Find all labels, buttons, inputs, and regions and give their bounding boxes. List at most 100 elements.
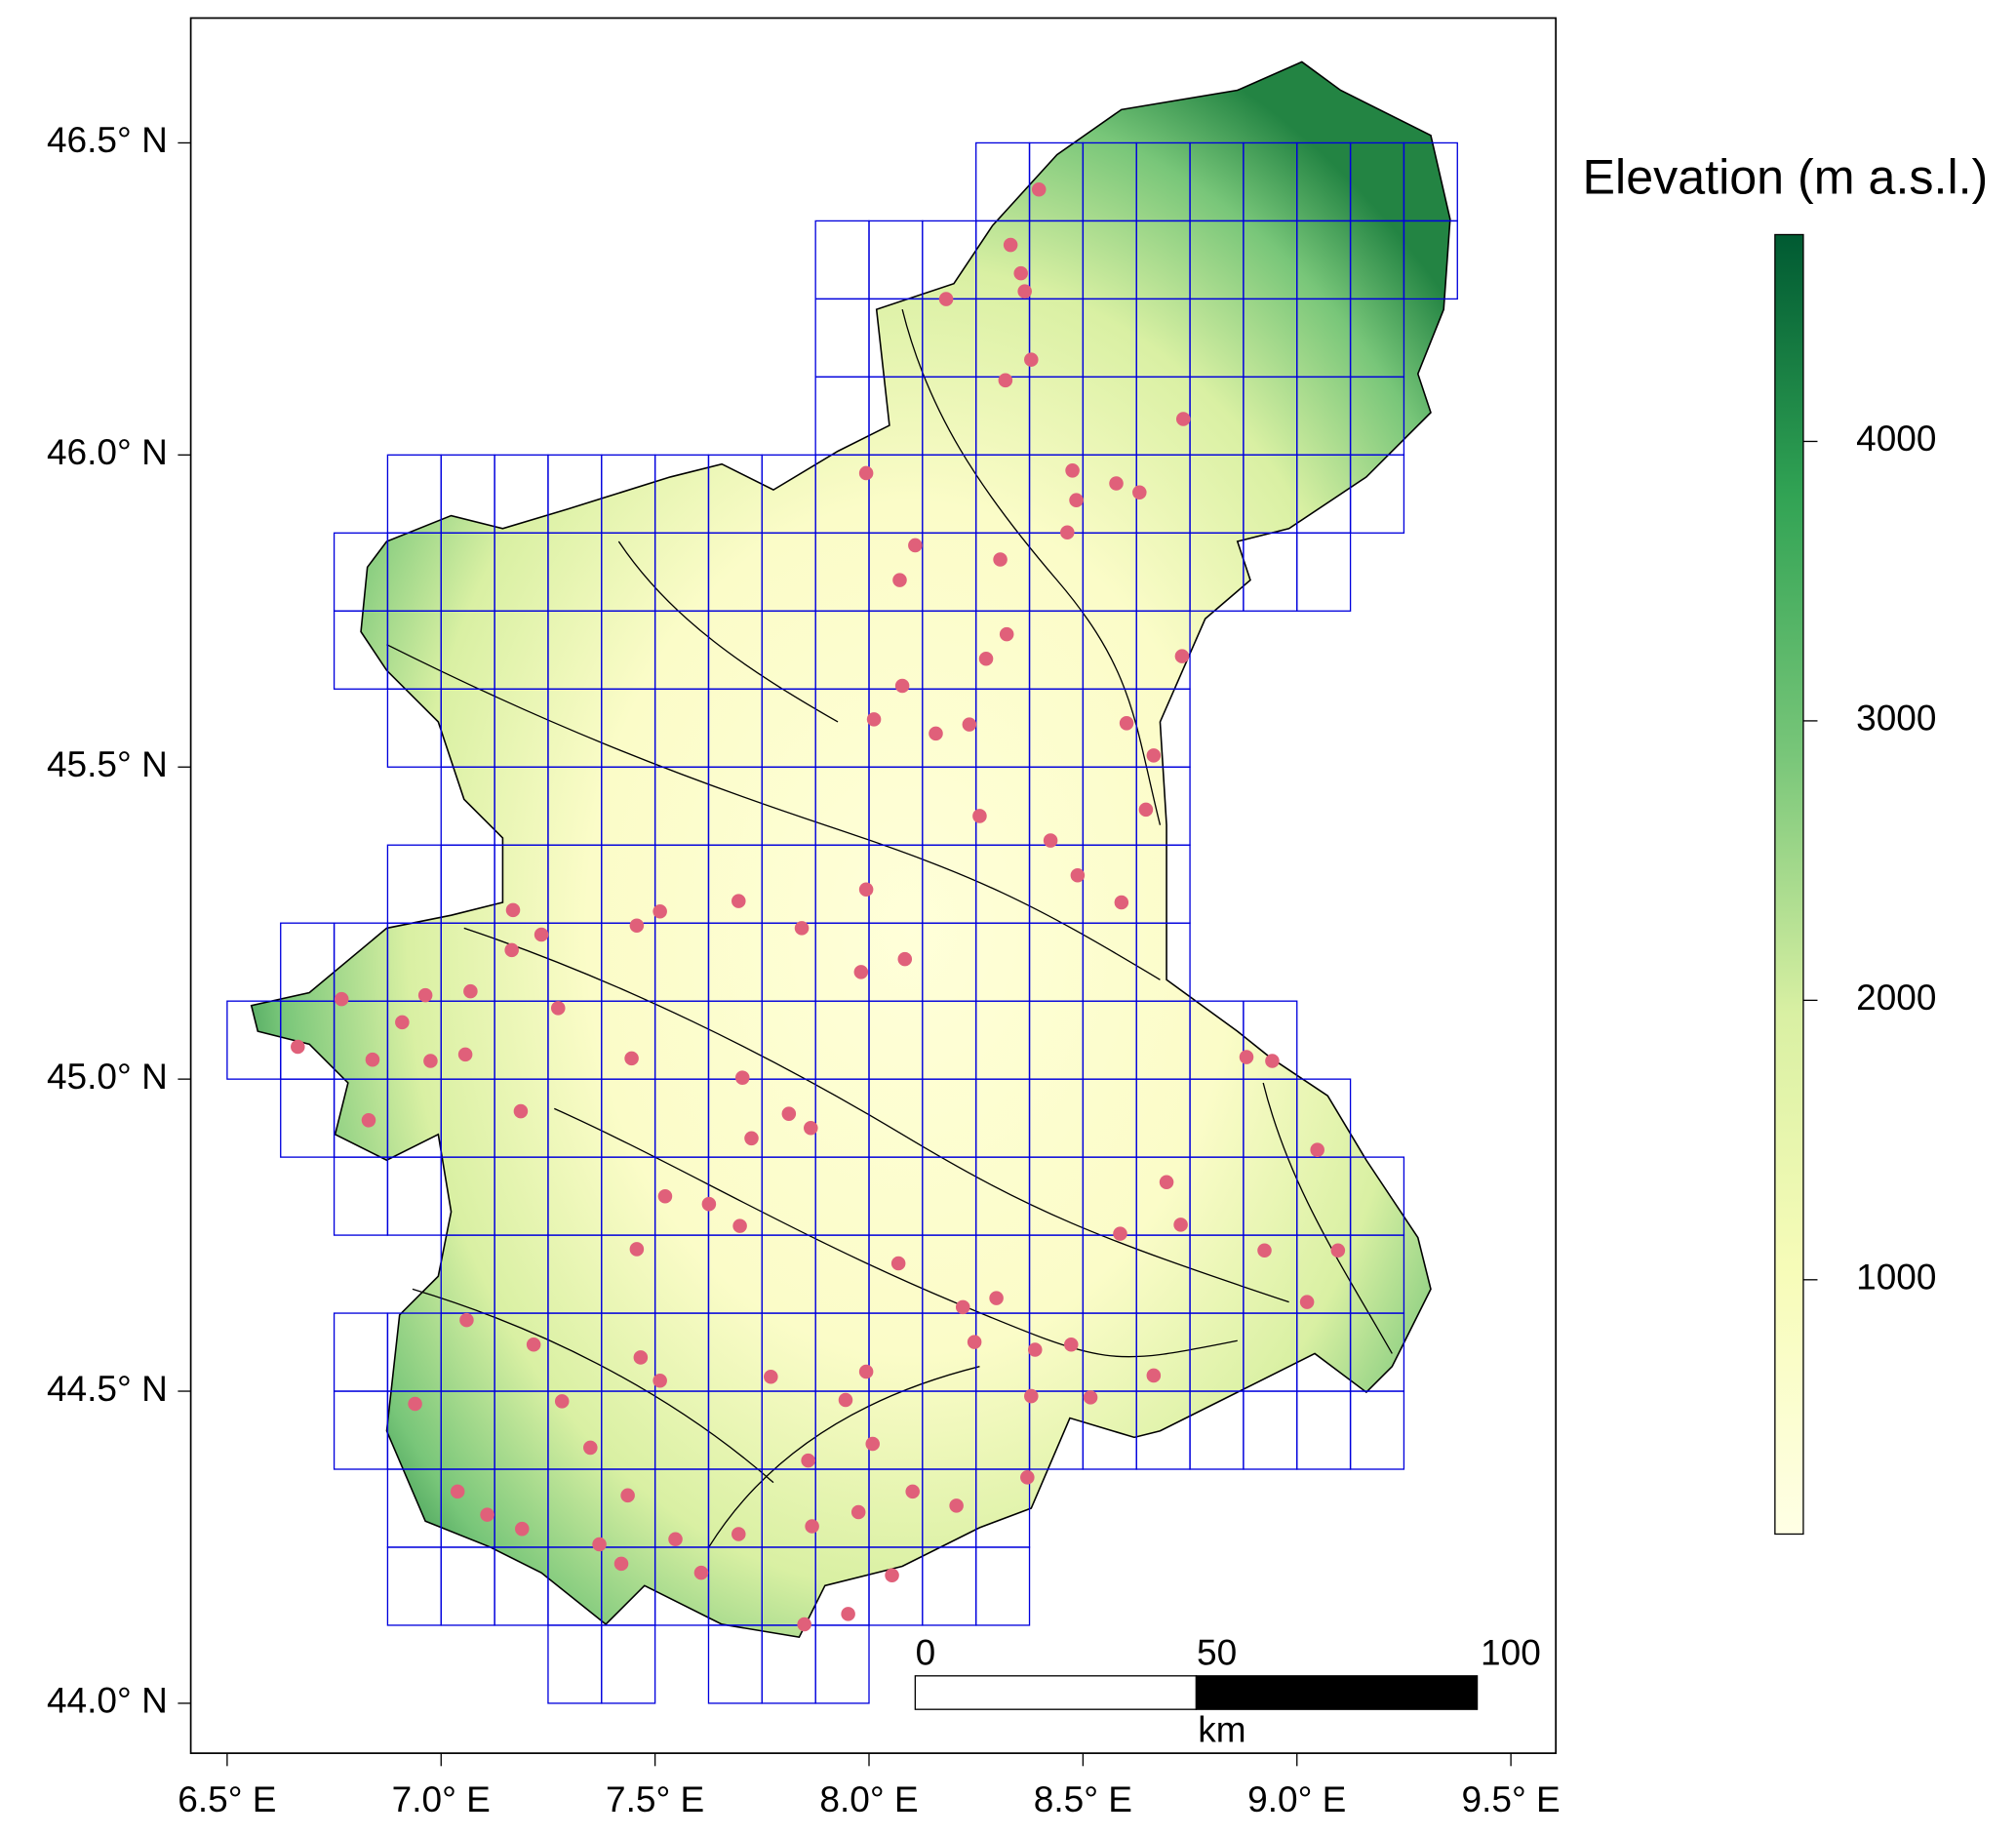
station [938, 292, 954, 306]
station [1299, 1295, 1315, 1309]
station [955, 1299, 970, 1315]
grid-cells [226, 141, 1458, 1704]
station [999, 626, 1014, 642]
x-tick-label: 7.5° E [606, 1779, 704, 1819]
station [989, 1291, 1004, 1305]
y-tick-label: 46.0° N [47, 432, 168, 472]
station [734, 1070, 750, 1085]
station [633, 1350, 649, 1365]
station [841, 1607, 855, 1621]
y-tick-label: 46.5° N [47, 120, 168, 160]
grid-cell [814, 1624, 870, 1704]
station [801, 1453, 815, 1468]
station [652, 903, 667, 919]
station [797, 1617, 811, 1632]
station [967, 1335, 982, 1349]
station [731, 894, 746, 908]
colorbar-tick-label: 3000 [1856, 699, 1936, 739]
station [804, 1120, 818, 1136]
station [693, 1565, 709, 1580]
station [805, 1519, 819, 1534]
station [1114, 895, 1129, 910]
station [550, 1001, 566, 1016]
station [1257, 1243, 1272, 1258]
station [1239, 1050, 1254, 1064]
station [865, 1436, 880, 1452]
grid-cell [1403, 220, 1458, 300]
station [1024, 1388, 1039, 1404]
station [962, 717, 977, 732]
stations [291, 181, 1346, 1632]
station [1173, 1218, 1188, 1232]
station [1109, 476, 1124, 491]
station [657, 1188, 673, 1204]
station [744, 1131, 759, 1146]
station [850, 1504, 866, 1520]
station [463, 983, 478, 999]
station [1175, 412, 1191, 426]
y-tick-label: 45.5° N [47, 744, 168, 784]
station [701, 1196, 717, 1212]
station [866, 712, 882, 727]
station [1065, 463, 1080, 478]
station [1024, 352, 1039, 367]
station [764, 1369, 778, 1384]
station [504, 942, 519, 958]
station [513, 1103, 529, 1119]
station [423, 1054, 438, 1068]
x-tick-label: 8.0° E [819, 1779, 918, 1819]
station [1003, 237, 1018, 253]
station [1174, 649, 1190, 663]
station [1043, 833, 1058, 848]
station [629, 1242, 645, 1257]
station [972, 809, 987, 823]
station [1069, 493, 1084, 507]
y-tick-label: 44.5° N [47, 1369, 168, 1409]
station [1020, 1470, 1035, 1485]
scale-label: 100 [1481, 1632, 1541, 1672]
station [897, 951, 913, 967]
station [1138, 802, 1154, 818]
grid-cell [1296, 532, 1352, 612]
station [1060, 525, 1075, 540]
station [291, 1039, 305, 1055]
station [624, 1051, 639, 1066]
station [395, 1015, 410, 1030]
x-tick-label: 7.0° E [392, 1779, 491, 1819]
station [1265, 1054, 1280, 1068]
station [929, 726, 943, 741]
region-elevation [250, 60, 1451, 1639]
scale-label: 50 [1197, 1632, 1237, 1672]
station [858, 882, 874, 898]
station [457, 1047, 473, 1062]
station [534, 927, 549, 942]
scale-segment [914, 1675, 1198, 1710]
colorbar-tick-label: 2000 [1856, 978, 1936, 1018]
station [998, 373, 1013, 388]
y-tick-label: 44.0° N [47, 1681, 168, 1721]
station [838, 1392, 853, 1408]
station [505, 902, 521, 918]
station [459, 1312, 474, 1328]
station [361, 1113, 376, 1128]
station [1113, 1226, 1127, 1241]
x-tick-label: 9.0° E [1247, 1779, 1346, 1819]
scale-label: 0 [916, 1632, 936, 1672]
station [613, 1556, 629, 1572]
grid-cell [975, 1546, 1031, 1626]
station [892, 573, 907, 587]
station [365, 1052, 380, 1067]
grid-cell [1349, 1390, 1405, 1470]
station [894, 678, 910, 694]
x-tick-label: 6.5° E [178, 1779, 276, 1819]
station [583, 1440, 598, 1456]
station [668, 1532, 683, 1547]
axes: 6.5° E 7.0° E 7.5° E 8.0° E 8.5° E 9.0° E 9.5°… [47, 120, 1561, 1819]
station [1159, 1175, 1174, 1189]
station [1330, 1243, 1346, 1258]
station [480, 1507, 494, 1522]
scale-segment [1195, 1675, 1479, 1710]
grid-cell [601, 1624, 656, 1704]
station [1146, 1368, 1162, 1383]
station [1031, 181, 1047, 197]
